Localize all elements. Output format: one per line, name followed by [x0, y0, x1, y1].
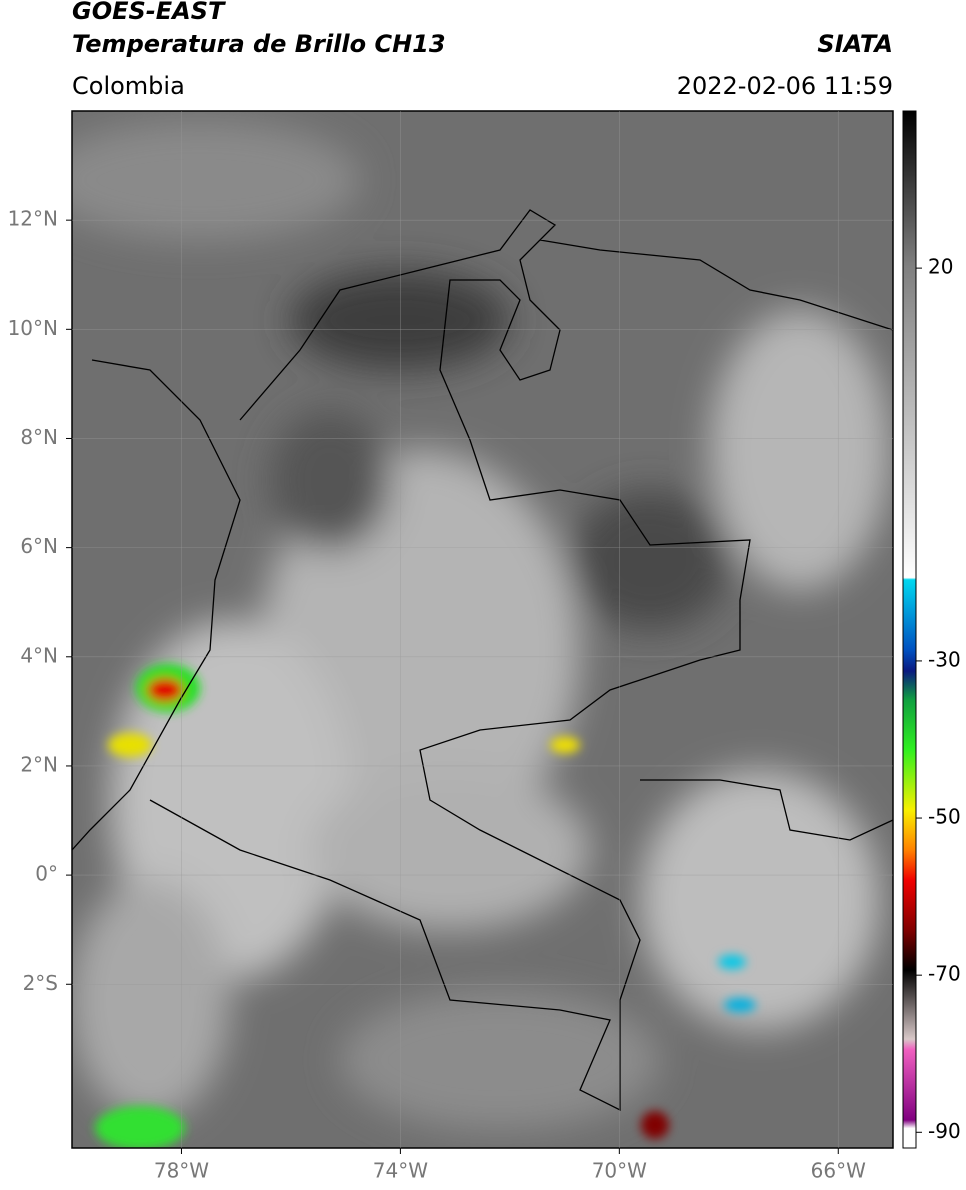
lat-tick-label: 2°N	[20, 752, 58, 776]
colorbar-tick-label: -70	[928, 962, 961, 986]
map-frame	[71, 110, 894, 1149]
colorbar-tick-label: -50	[928, 805, 961, 829]
lat-tick-label: 2°S	[23, 971, 58, 995]
lon-tick-label: 66°W	[811, 1159, 866, 1183]
lat-tick-label: 8°N	[20, 425, 58, 449]
lat-tick-label: 12°N	[8, 207, 58, 231]
lon-tick-label: 74°W	[373, 1159, 428, 1183]
timestamp: 2022-02-06 11:59	[677, 72, 893, 100]
colorbar-tick-label: -30	[928, 647, 961, 671]
satellite-image	[72, 111, 893, 1148]
source: SIATA	[817, 30, 893, 58]
colorbar-tick-label: -90	[928, 1119, 961, 1143]
colorbar-tick-label: 20	[928, 255, 953, 279]
subtitle: Temperatura de Brillo CH13	[72, 30, 446, 58]
colorbar	[902, 110, 917, 1149]
region: Colombia	[72, 72, 185, 100]
title: GOES-EAST	[72, 0, 226, 25]
lat-tick-label: 0°	[35, 862, 58, 886]
lat-tick-label: 4°N	[20, 643, 58, 667]
lon-tick-label: 78°W	[154, 1159, 209, 1183]
lat-tick-label: 10°N	[8, 316, 58, 340]
lat-tick-label: 6°N	[20, 534, 58, 558]
lon-tick-label: 70°W	[592, 1159, 647, 1183]
